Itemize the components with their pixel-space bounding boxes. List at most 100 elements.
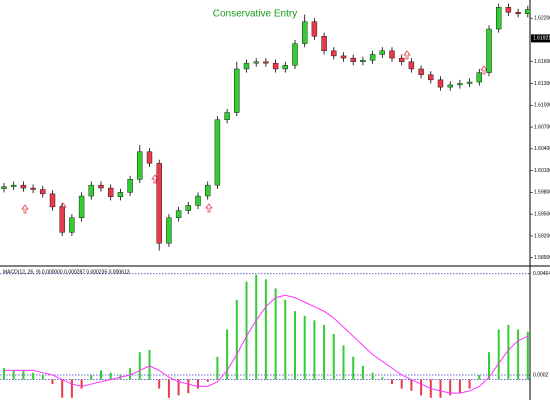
histogram-bar [264, 279, 267, 380]
candle-body [166, 217, 172, 244]
histogram-bar [391, 379, 393, 385]
histogram-bar [235, 299, 238, 380]
histogram-bar [478, 374, 481, 380]
candle-body [263, 61, 269, 64]
candle-body [447, 84, 453, 88]
histogram-bar [313, 320, 316, 380]
candle-body [340, 55, 347, 59]
histogram-bar [361, 365, 364, 380]
y-tick-label: 0.004647 [533, 271, 550, 277]
histogram-bar [90, 374, 93, 380]
candle-body [437, 79, 444, 88]
histogram-bar [41, 374, 44, 380]
candle-body [253, 61, 259, 64]
candle-body [20, 184, 27, 189]
candle-body [88, 184, 95, 197]
candle-body [496, 7, 502, 30]
candle-body [40, 189, 46, 195]
histogram-bar [274, 288, 277, 380]
candle-body [137, 151, 143, 180]
candle-body [117, 192, 124, 197]
y-tick-label: 1.59200 [534, 233, 550, 239]
candle-body [525, 9, 531, 14]
histogram-bar [303, 315, 306, 380]
histogram-bar [488, 352, 490, 380]
histogram-bar [420, 379, 423, 396]
candle-body [78, 195, 85, 219]
histogram-bar [51, 379, 54, 385]
histogram-bar [497, 329, 500, 380]
candle-body [418, 68, 424, 75]
candle-body [399, 57, 405, 62]
candle-body [127, 179, 133, 193]
histogram-bar [245, 281, 248, 380]
y-tick-label: 1.62200 [534, 15, 550, 21]
histogram-bar [61, 379, 64, 398]
histogram-bar [458, 379, 461, 394]
candle-body [486, 28, 492, 73]
candle-body [331, 50, 337, 57]
candle-body [107, 187, 114, 197]
arrow [21, 204, 29, 214]
histogram-bar [70, 379, 73, 398]
arrow [403, 50, 411, 60]
candle-body [476, 72, 482, 83]
histogram-bar [32, 372, 35, 380]
histogram-bar [148, 349, 151, 380]
annotation: Conservative Entry [213, 9, 297, 20]
y-tick-label: 1.59500 [534, 212, 550, 218]
candle-body [156, 163, 162, 244]
y-tick-label: 1.61000 [534, 103, 550, 109]
histogram-bar [381, 377, 384, 380]
histogram-bar [400, 379, 403, 389]
candle-body [1, 186, 7, 189]
candle-body [379, 50, 385, 55]
histogram-bar [226, 329, 229, 380]
histogram-bar [410, 379, 413, 391]
candle-body [214, 119, 221, 186]
histogram-bar [100, 370, 102, 380]
y-tick-label: 1.60700 [534, 124, 550, 130]
candle-body [204, 184, 211, 197]
y-tick-label: 1.61600 [534, 59, 550, 65]
histogram-bar [255, 274, 258, 380]
candle-body [515, 12, 521, 14]
y-tick-label: 1.60100 [534, 168, 550, 174]
candle-body [185, 205, 192, 211]
candle-body [302, 21, 308, 44]
candle-body [428, 74, 434, 81]
y-tick-label: 1.60400 [534, 146, 550, 152]
histogram-bar [3, 368, 5, 380]
y-tick-label: 1.58900 [534, 255, 550, 261]
candle-body [505, 7, 512, 13]
candle-body [98, 184, 104, 189]
price-marker-label: 1.61921 [533, 36, 550, 42]
histogram-bar [187, 379, 190, 394]
histogram-bar [167, 379, 170, 398]
candle-body [360, 60, 366, 62]
indicator-label: MACD(12, 26, 9) 0.000000 0.000287 0.0002… [3, 269, 130, 275]
histogram-bar [22, 370, 25, 380]
arrow [205, 203, 213, 213]
histogram-bar [371, 372, 374, 380]
histogram-bar [177, 379, 180, 396]
histogram-bar [206, 379, 209, 382]
histogram-bar [468, 379, 471, 389]
candle-body [59, 206, 65, 233]
candle-body [224, 112, 230, 120]
candle-body [350, 57, 356, 62]
histogram-bar [449, 379, 452, 396]
candle-body [30, 187, 36, 190]
histogram-bar [284, 299, 287, 380]
histogram-bar [507, 324, 510, 380]
histogram-bar [129, 368, 132, 380]
candle-body [369, 54, 376, 61]
candle-body [292, 43, 298, 66]
y-tick-label: 1.61300 [534, 81, 550, 87]
candle-body [234, 68, 240, 113]
candle-body [389, 50, 395, 59]
y-tick-label: 0.0002 [533, 372, 549, 378]
candle-body [272, 62, 279, 70]
histogram-bar [197, 379, 199, 389]
